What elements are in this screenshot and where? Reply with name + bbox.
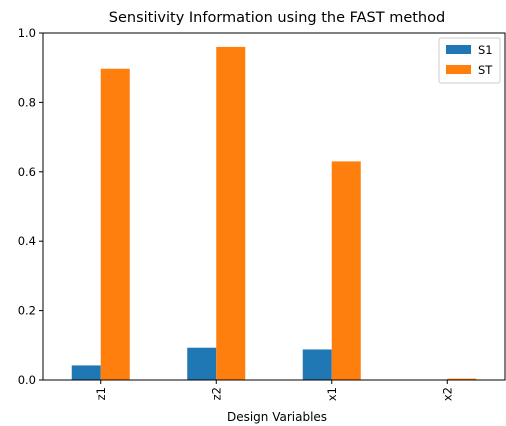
y-tick-label: 0.6 <box>18 165 36 179</box>
bar-s1-z1 <box>71 365 101 380</box>
x-axis: z1 z2 x1 x2 <box>94 380 454 401</box>
legend-label-s1: S1 <box>478 43 493 57</box>
y-tick-label: 0.4 <box>18 234 36 248</box>
x-tick-label-x2: x2 <box>440 387 454 401</box>
y-axis: 0.0 0.2 0.4 0.6 0.8 1.0 <box>18 26 43 387</box>
y-tick-label: 1.0 <box>18 26 36 40</box>
legend-swatch-st <box>446 65 471 74</box>
x-axis-label: Design Variables <box>227 410 327 424</box>
x-tick-label-z1: z1 <box>94 387 108 400</box>
legend-label-st: ST <box>478 63 493 77</box>
bar-s1-z2 <box>187 347 217 380</box>
plot-frame <box>42 32 506 381</box>
y-tick-label: 0.0 <box>18 373 36 387</box>
y-tick-label: 0.8 <box>18 95 36 109</box>
bars-group <box>71 46 477 380</box>
bar-st-x1 <box>331 161 361 380</box>
bar-st-z1 <box>100 68 130 380</box>
bar-st-z2 <box>216 46 246 380</box>
x-tick-label-x1: x1 <box>325 387 339 401</box>
bar-st-x2 <box>447 378 477 380</box>
chart-title: Sensitivity Information using the FAST m… <box>109 10 445 26</box>
legend-swatch-s1 <box>446 45 471 54</box>
x-tick-label-z2: z2 <box>209 387 223 400</box>
y-tick-label: 0.2 <box>18 304 36 318</box>
bar-s1-x1 <box>302 349 332 380</box>
legend: S1 ST <box>438 37 501 84</box>
